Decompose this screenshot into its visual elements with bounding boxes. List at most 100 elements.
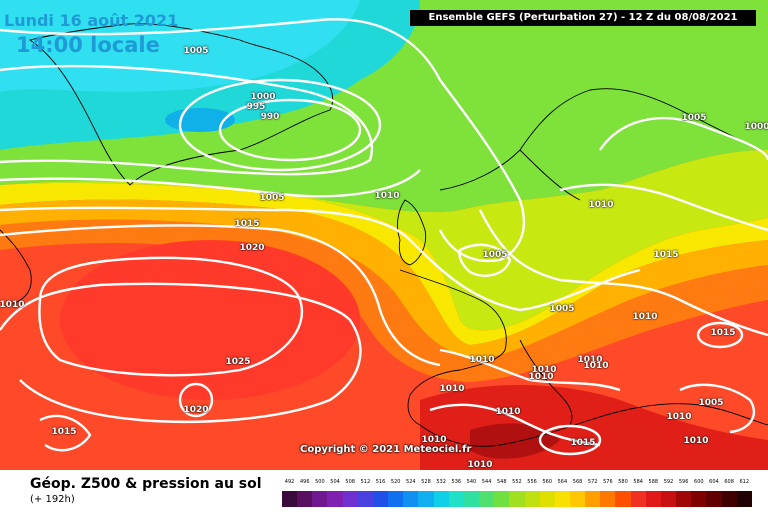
legend-label: 568 bbox=[572, 479, 583, 485]
legend-swatch bbox=[600, 491, 616, 507]
isobar-1005-russia bbox=[599, 117, 768, 161]
isobar-1005-east-med bbox=[679, 383, 756, 434]
isobar-995 bbox=[178, 78, 382, 172]
coastlines bbox=[0, 23, 768, 447]
valid-time: 14:00 locale bbox=[16, 33, 160, 57]
isobar-label: 1010 bbox=[531, 365, 557, 375]
isobar-label: 1015 bbox=[710, 328, 736, 338]
greenland-coast bbox=[28, 23, 334, 186]
legend-label: 520 bbox=[390, 479, 401, 485]
legend-label: 612 bbox=[739, 479, 750, 485]
isobar-label: 1010 bbox=[666, 412, 692, 422]
isobar-label: 1020 bbox=[183, 405, 209, 415]
legend-label: 564 bbox=[557, 479, 568, 485]
mediterranean-coast bbox=[419, 403, 768, 447]
legend-swatch bbox=[418, 491, 434, 507]
legend-label: 608 bbox=[724, 479, 734, 485]
isobar-1020-small bbox=[178, 382, 214, 418]
isobar-1015 bbox=[0, 224, 441, 367]
legend-label: 552 bbox=[512, 479, 522, 485]
weather-map: 1005 1000 995 990 1005 1010 1015 1020 10… bbox=[0, 0, 768, 470]
legend-swatch bbox=[479, 491, 495, 507]
legend-swatch bbox=[297, 491, 313, 507]
isobar-label: 1005 bbox=[183, 46, 209, 56]
product-name: Géop. Z500 & pression au sol bbox=[30, 476, 262, 492]
isobar-1000-greenland bbox=[0, 64, 373, 176]
legend-label: 604 bbox=[709, 479, 719, 485]
isobar-1005-north-sea bbox=[458, 243, 512, 277]
legend-swatch bbox=[357, 491, 373, 507]
legend-labels: 492 496 500 504 508 512 516 520 524 528 532 536 540 5… bbox=[282, 479, 752, 489]
legend-swatch bbox=[539, 491, 555, 507]
legend-label: 576 bbox=[603, 479, 613, 485]
isobar-label: 1005 bbox=[698, 398, 724, 408]
isobar-label: 1010 bbox=[528, 372, 554, 382]
legend-label: 540 bbox=[466, 479, 477, 485]
isobar-label: 1010 bbox=[632, 312, 658, 322]
isobar-1020 bbox=[38, 256, 303, 377]
legend-label: 596 bbox=[678, 479, 689, 485]
field-darkest-red bbox=[470, 423, 560, 459]
legend-label: 584 bbox=[633, 479, 643, 485]
legend-label: 588 bbox=[648, 479, 659, 485]
isobar-label: 1010 bbox=[683, 436, 709, 446]
legend-label: 572 bbox=[587, 479, 598, 485]
legend-label: 536 bbox=[451, 479, 462, 485]
legend-swatch bbox=[585, 491, 601, 507]
isobar-label: 1010 bbox=[467, 460, 493, 470]
legend-label: 492 bbox=[284, 479, 295, 485]
isobar-label: 1025 bbox=[225, 357, 251, 367]
isobar-1010-mid bbox=[0, 206, 641, 312]
legend-label: 504 bbox=[330, 479, 340, 485]
run-title: Ensemble GEFS (Perturbation 27) - 12 Z d… bbox=[410, 10, 756, 26]
legend-label: 500 bbox=[315, 479, 325, 485]
isobar-label: 1010 bbox=[439, 384, 465, 394]
isobar-label: 1010 bbox=[0, 300, 25, 310]
field-band-yellow bbox=[0, 182, 768, 345]
legend-swatch bbox=[494, 491, 510, 507]
legend-label: 600 bbox=[694, 479, 704, 485]
isobar-990 bbox=[218, 98, 362, 162]
legend-swatch bbox=[509, 491, 525, 507]
legend-label: 544 bbox=[481, 479, 492, 485]
isobar-1015-southwest bbox=[39, 414, 92, 452]
isobar-1015-east bbox=[696, 321, 744, 349]
isobar-1005-mid bbox=[0, 169, 421, 198]
british-isles-coast bbox=[397, 199, 427, 266]
isobar-label: 1000 bbox=[744, 122, 768, 132]
italy-coast bbox=[519, 339, 573, 426]
legend-swatch bbox=[282, 491, 298, 507]
isobar-label: 1015 bbox=[570, 438, 596, 448]
legend-swatch bbox=[388, 491, 404, 507]
legend-swatch bbox=[660, 491, 677, 507]
isobar-label: 1005 bbox=[681, 113, 707, 123]
isobar-label: 1010 bbox=[469, 355, 495, 365]
isobar-label: 1010 bbox=[583, 361, 609, 371]
isobar-1005-north bbox=[0, 18, 526, 263]
legend-label: 516 bbox=[375, 479, 386, 485]
legend-label: 512 bbox=[360, 479, 371, 485]
isobar-label: 1015 bbox=[653, 250, 679, 260]
legend-label: 524 bbox=[406, 479, 416, 485]
legend-label: 560 bbox=[542, 479, 552, 485]
legend-swatch bbox=[433, 491, 449, 507]
isobar-1010-east bbox=[559, 183, 768, 232]
legend-swatch bbox=[645, 491, 661, 507]
isobar-label: 1010 bbox=[577, 355, 603, 365]
western-europe-coast bbox=[399, 269, 507, 426]
isobar-1025 bbox=[0, 282, 362, 423]
legend-swatch bbox=[615, 491, 631, 507]
legend-label: 580 bbox=[618, 479, 628, 485]
legend-swatch bbox=[403, 491, 419, 507]
isobar-1010-med bbox=[429, 403, 601, 447]
isobar-label: 1020 bbox=[239, 243, 265, 253]
legend-swatch bbox=[342, 491, 358, 507]
legend-swatch bbox=[569, 491, 586, 507]
legend-swatch bbox=[463, 491, 480, 507]
isobar-label: 1000 bbox=[250, 92, 276, 102]
legend-swatch bbox=[721, 491, 737, 507]
isobar-label: 1010 bbox=[495, 407, 521, 417]
legend-label: 548 bbox=[496, 479, 507, 485]
legend-swatch bbox=[554, 491, 570, 507]
legend-swatch bbox=[327, 491, 343, 507]
